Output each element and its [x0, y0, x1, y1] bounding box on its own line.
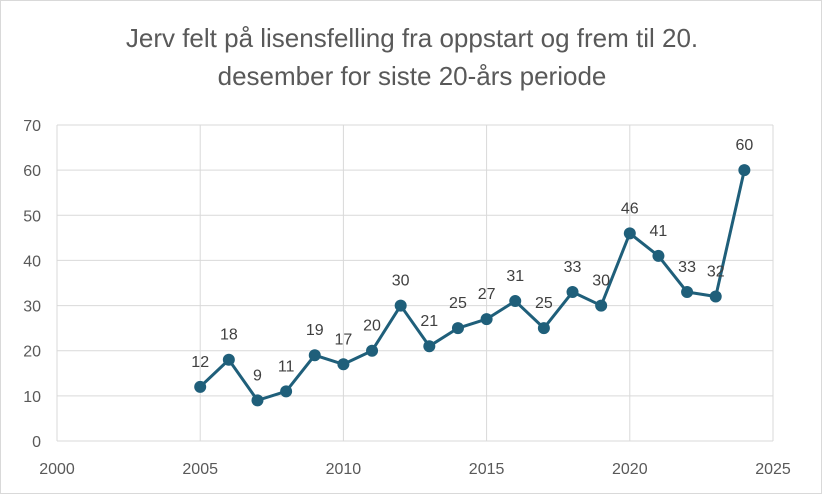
data-label: 27 — [478, 286, 496, 303]
y-tick-label: 20 — [23, 344, 41, 361]
data-point-marker — [251, 394, 264, 407]
data-label: 20 — [363, 318, 381, 335]
data-point-marker — [451, 322, 464, 335]
data-point-marker — [280, 385, 293, 398]
data-point-marker — [222, 353, 235, 366]
data-label: 41 — [650, 223, 668, 240]
series-line — [199, 169, 746, 402]
data-point-marker — [509, 295, 522, 308]
data-point-marker — [194, 380, 207, 393]
data-label: 25 — [449, 295, 467, 312]
data-label: 30 — [592, 273, 610, 290]
x-tick-label: 2020 — [612, 461, 648, 478]
data-point-marker — [595, 299, 608, 312]
data-label: 25 — [535, 295, 553, 312]
x-tick-label: 2025 — [755, 461, 791, 478]
data-point-marker — [566, 286, 579, 299]
x-tick-label: 2005 — [182, 461, 218, 478]
x-tick-label: 2015 — [469, 461, 505, 478]
data-label: 32 — [707, 264, 725, 281]
data-label: 17 — [335, 331, 353, 348]
data-point-marker — [537, 322, 550, 335]
x-tick-label: 2010 — [326, 461, 362, 478]
chart-title-line-2: desember for siste 20-års periode — [217, 61, 607, 91]
data-label: 30 — [392, 273, 410, 290]
data-point-marker — [366, 344, 379, 357]
data-label: 31 — [506, 268, 524, 285]
y-tick-label: 30 — [23, 299, 41, 316]
data-label: 18 — [220, 327, 238, 344]
data-label: 11 — [278, 358, 295, 375]
data-label: 60 — [735, 137, 753, 154]
data-point-marker — [423, 340, 436, 353]
y-tick-label: 50 — [23, 208, 41, 225]
data-point-marker — [337, 358, 350, 371]
data-point-marker — [394, 299, 407, 312]
y-tick-label: 70 — [23, 118, 41, 135]
x-tick-label: 2000 — [39, 461, 75, 478]
data-point-marker — [738, 164, 751, 177]
gridlines — [56, 124, 774, 442]
y-tick-label: 10 — [23, 389, 41, 406]
series-line-group — [194, 164, 751, 407]
y-tick-label: 40 — [23, 253, 41, 270]
data-label: 9 — [253, 367, 262, 384]
data-label: 33 — [678, 259, 696, 276]
chart-title-line-1: Jerv felt på lisensfelling fra oppstart … — [125, 23, 699, 53]
data-point-marker — [480, 313, 493, 326]
data-label: 33 — [564, 259, 582, 276]
data-labels: 12 18 9 11 19 17 20 30 21 25 27 31 25 33 30 46 41 33 32 60 — [191, 137, 753, 384]
data-point-marker — [709, 290, 722, 303]
data-label: 21 — [420, 313, 438, 330]
y-tick-label: 60 — [23, 163, 41, 180]
data-label: 46 — [621, 200, 639, 217]
data-label: 12 — [191, 354, 209, 371]
data-point-marker — [681, 286, 694, 299]
y-tick-label: 0 — [32, 434, 41, 451]
data-label: 19 — [306, 322, 324, 339]
data-point-marker — [652, 249, 665, 262]
data-point-marker — [308, 349, 321, 362]
data-point-marker — [623, 227, 636, 240]
